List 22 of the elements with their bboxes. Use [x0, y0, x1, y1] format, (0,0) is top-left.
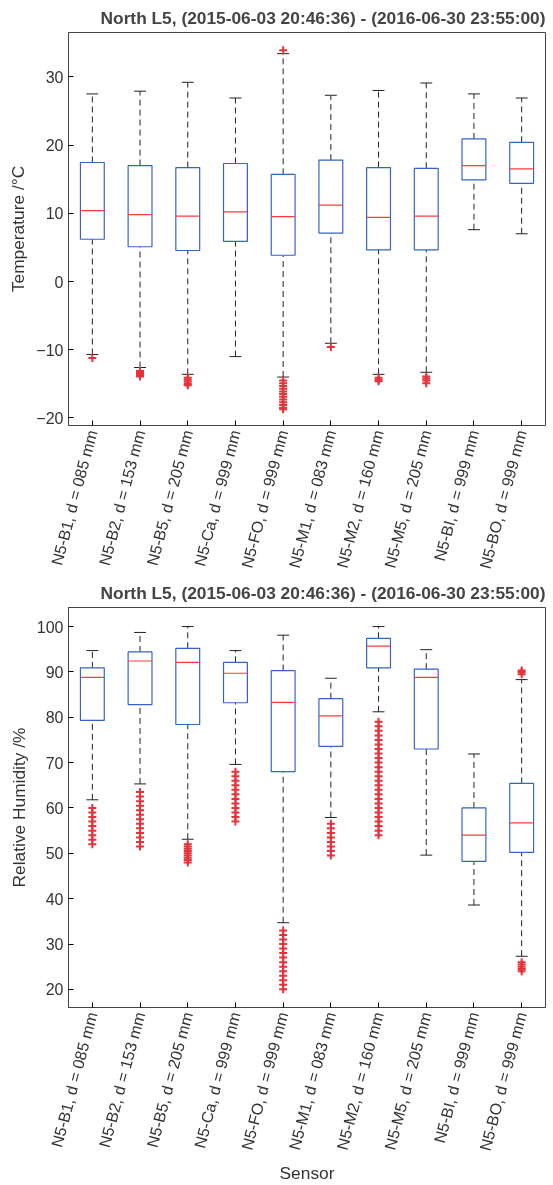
- x-axis-title: Sensor: [279, 1162, 335, 1183]
- x-tick-label: N5-BI, d = 999 mm: [431, 1010, 483, 1145]
- y-tick-label: 30: [45, 68, 64, 86]
- y-tick-label: 80: [45, 709, 64, 727]
- y-tick-label: 40: [45, 890, 64, 908]
- y-tick-label: 50: [45, 845, 64, 863]
- y-tick-label: 70: [45, 754, 64, 772]
- y-tick-label: 20: [45, 981, 64, 999]
- chart-title: North L5, (2015-06-03 20:46:36) - (2016-06-30 23:55:00): [100, 582, 546, 603]
- y-tick-label: 100: [36, 618, 64, 636]
- y-tick-label: 20: [45, 137, 64, 155]
- y-tick-label: 30: [45, 936, 64, 954]
- y-tick-label: 10: [45, 205, 64, 223]
- x-tick-label: N5-BI, d = 999 mm: [431, 428, 483, 563]
- y-tick-label: −10: [36, 341, 64, 359]
- chart-title: North L5, (2015-06-03 20:46:36) - (2016-06-30 23:55:00): [100, 7, 546, 28]
- y-axis-title: Relative Humidity /%: [8, 727, 29, 888]
- y-tick-label: 0: [54, 273, 64, 291]
- y-tick-label: −20: [36, 409, 64, 427]
- y-tick-label: 90: [45, 663, 64, 681]
- y-tick-label: 60: [45, 799, 64, 817]
- y-axis-title: Temperature /°C: [8, 165, 29, 293]
